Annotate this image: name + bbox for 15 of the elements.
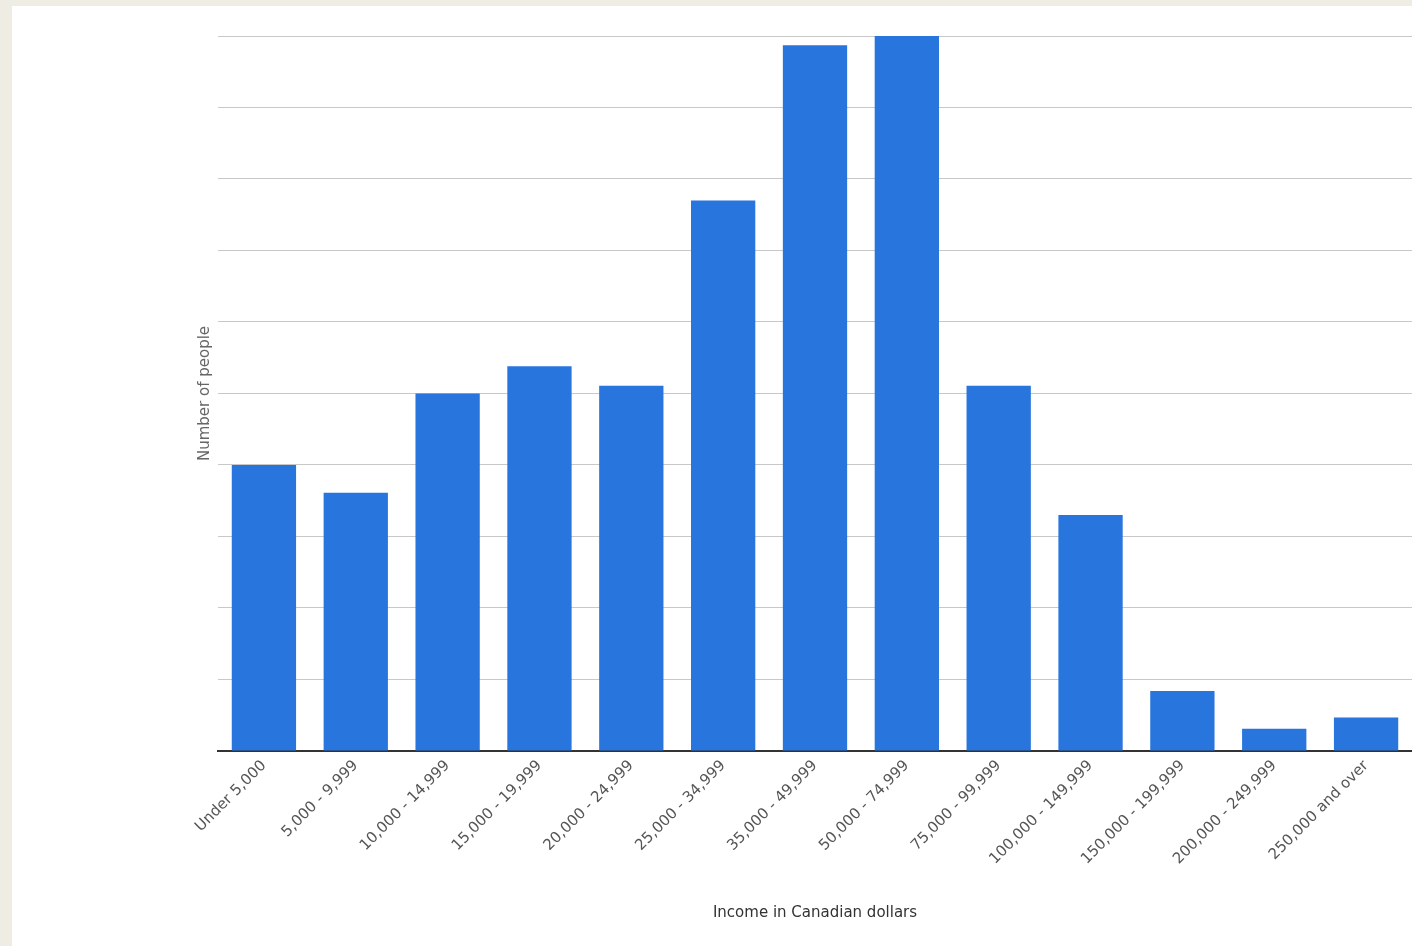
bar: [1058, 515, 1123, 751]
bar: [1242, 728, 1307, 751]
bar: [691, 200, 756, 751]
bar: [507, 366, 572, 751]
bar: [874, 36, 939, 751]
bar: [1150, 690, 1215, 751]
bar: [966, 385, 1031, 751]
y-axis-title: Number of people: [194, 325, 213, 462]
bar: [1333, 717, 1399, 751]
bar: [323, 492, 388, 751]
bar: [415, 393, 480, 751]
bar: [231, 464, 297, 751]
x-axis-title: Income in Canadian dollars: [712, 902, 918, 921]
bar: [599, 385, 664, 751]
bar: [782, 45, 848, 751]
